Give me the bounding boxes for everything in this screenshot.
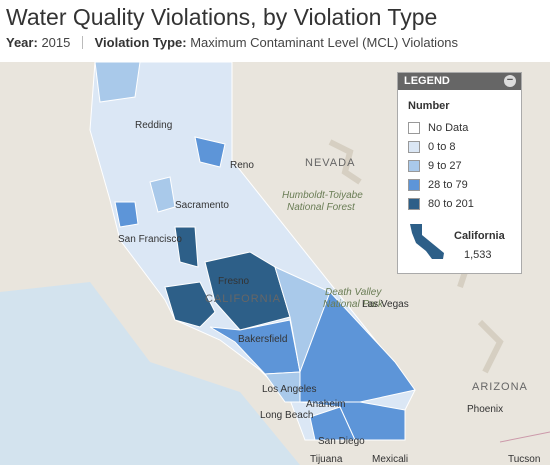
city-label: Tijuana <box>310 454 343 465</box>
legend-swatch <box>408 197 420 210</box>
legend-swatch <box>408 178 420 191</box>
legend-header: LEGEND − <box>398 73 521 90</box>
county <box>194 136 226 168</box>
city-label: Los Angeles <box>262 384 317 395</box>
state-icon <box>410 224 444 259</box>
county <box>264 371 301 403</box>
violation-type: Maximum Contaminant Level (MCL) Violatio… <box>190 35 459 50</box>
legend-title: LEGEND <box>404 75 450 87</box>
state-total: 1,533 <box>464 249 492 261</box>
county <box>174 226 199 268</box>
year-label: Year: <box>6 35 38 50</box>
legend-label: 0 to 8 <box>428 140 456 153</box>
ocean <box>0 282 300 465</box>
city-label: Phoenix <box>467 404 503 415</box>
legend-item: 28 to 79 <box>398 175 521 194</box>
legend-label: 9 to 27 <box>428 159 462 172</box>
legend: LEGEND − Number No Data 0 to 8 9 to 27 28 to… <box>397 72 522 274</box>
legend-swatch <box>408 159 420 172</box>
type-label: Violation Type: <box>94 35 187 50</box>
header: Water Quality Violations, by Violation T… <box>6 4 546 50</box>
state-label: CALIFORNIA <box>205 293 281 305</box>
county <box>309 406 356 441</box>
legend-item: 80 to 201 <box>398 194 521 213</box>
separator <box>81 36 83 49</box>
city-label: Bakersfield <box>238 334 287 345</box>
year: 2015 <box>41 35 71 50</box>
park-label: National Forest <box>287 202 356 213</box>
subtitle: Year: 2015 Violation Type: Maximum Conta… <box>6 35 546 50</box>
legend-items: No Data 0 to 8 9 to 27 28 to 79 80 to 201 <box>398 118 521 213</box>
border <box>499 431 550 443</box>
counties <box>89 62 416 441</box>
collapse-button[interactable]: − <box>504 75 516 87</box>
legend-item: 9 to 27 <box>398 156 521 175</box>
city-label: Long Beach <box>260 410 313 421</box>
city-label: Sacramento <box>175 200 229 211</box>
park-label: Humboldt-Toiyabe <box>282 190 363 201</box>
legend-swatch <box>408 121 420 134</box>
park-label: Death Valley <box>325 287 382 298</box>
state-name: California <box>454 230 505 242</box>
city-label: Tucson <box>508 454 540 465</box>
legend-swatch <box>408 140 420 153</box>
city-label: Reno <box>230 160 254 171</box>
city-label: Anaheim <box>306 399 345 410</box>
city-label: Redding <box>135 120 172 131</box>
legend-label: No Data <box>428 121 469 134</box>
city-label: San Diego <box>318 436 365 447</box>
county <box>164 281 216 328</box>
park-label: National Park <box>323 299 384 310</box>
city-label: Mexicali <box>372 454 408 465</box>
state-label: NEVADA <box>305 157 355 169</box>
title: Water Quality Violations, by Violation T… <box>6 4 438 30</box>
legend-label: 28 to 79 <box>428 178 468 191</box>
city-label: Fresno <box>218 276 250 287</box>
legend-label: 80 to 201 <box>428 197 474 210</box>
city-label: San Francisco <box>118 234 182 245</box>
state-label: ARIZONA <box>472 381 528 393</box>
legend-subtitle: Number <box>408 100 450 112</box>
legend-item: 0 to 8 <box>398 137 521 156</box>
legend-item: No Data <box>398 118 521 137</box>
county <box>149 176 176 213</box>
county <box>114 201 139 228</box>
city-label: Las Vegas <box>362 299 409 310</box>
county <box>94 62 141 103</box>
